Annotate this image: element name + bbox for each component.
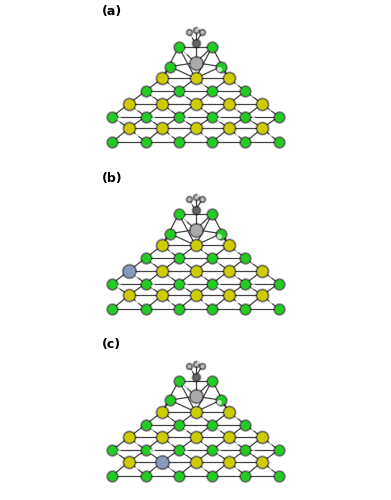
Text: (c): (c) xyxy=(102,338,120,351)
Text: (a): (a) xyxy=(102,5,122,18)
Text: (b): (b) xyxy=(102,172,122,185)
